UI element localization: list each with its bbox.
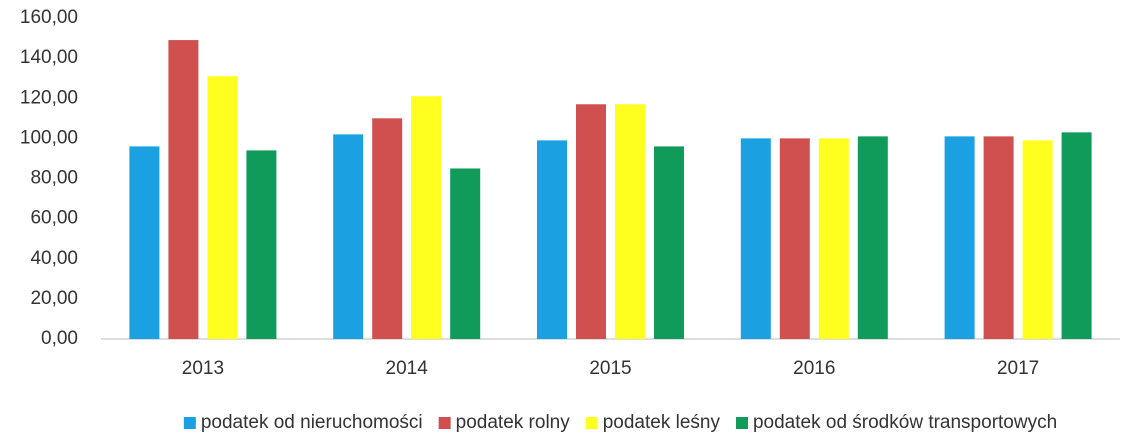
- x-tick-label: 2013: [182, 358, 224, 379]
- bar: [168, 40, 199, 339]
- y-tick-label: 40,00: [30, 248, 78, 269]
- legend-swatch: [438, 417, 451, 429]
- bar: [1022, 140, 1053, 339]
- bar: [615, 104, 645, 339]
- y-tick-label: 20,00: [30, 288, 78, 309]
- legend-label: podatek leśny: [603, 412, 721, 433]
- bar: [372, 118, 403, 339]
- bar: [450, 168, 481, 339]
- bar: [1061, 132, 1092, 339]
- y-tick-label: 160,00: [20, 7, 78, 28]
- bar: [207, 76, 238, 340]
- y-tick-label: 140,00: [20, 47, 78, 68]
- bar: [857, 136, 888, 339]
- bar: [654, 146, 684, 339]
- bar: [944, 136, 975, 339]
- legend-swatch: [735, 417, 748, 429]
- x-tick-label: 2014: [386, 358, 429, 379]
- legend-swatch: [585, 417, 598, 429]
- bar: [740, 138, 771, 339]
- y-tick-label: 80,00: [30, 168, 78, 189]
- y-tick-label: 100,00: [20, 127, 78, 148]
- bar: [411, 96, 442, 340]
- bar: [333, 134, 364, 339]
- legend-swatch: [183, 417, 196, 429]
- legend-label: podatek rolny: [456, 412, 571, 433]
- x-tick-label: 2015: [589, 358, 631, 379]
- bar: [537, 140, 567, 339]
- y-tick-label: 60,00: [30, 208, 78, 229]
- bar: [983, 136, 1014, 339]
- y-tick-label: 120,00: [20, 87, 78, 108]
- y-tick-label: 0,00: [41, 328, 78, 349]
- bar: [129, 146, 160, 339]
- bar: [246, 150, 277, 339]
- bar: [818, 138, 849, 339]
- x-tick-label: 2017: [997, 358, 1039, 379]
- legend-label: podatek od środków transportowych: [753, 412, 1057, 433]
- x-tick-label: 2016: [793, 358, 835, 379]
- legend-label: podatek od nieruchomości: [201, 412, 423, 433]
- bar: [576, 104, 606, 339]
- bar: [779, 138, 810, 339]
